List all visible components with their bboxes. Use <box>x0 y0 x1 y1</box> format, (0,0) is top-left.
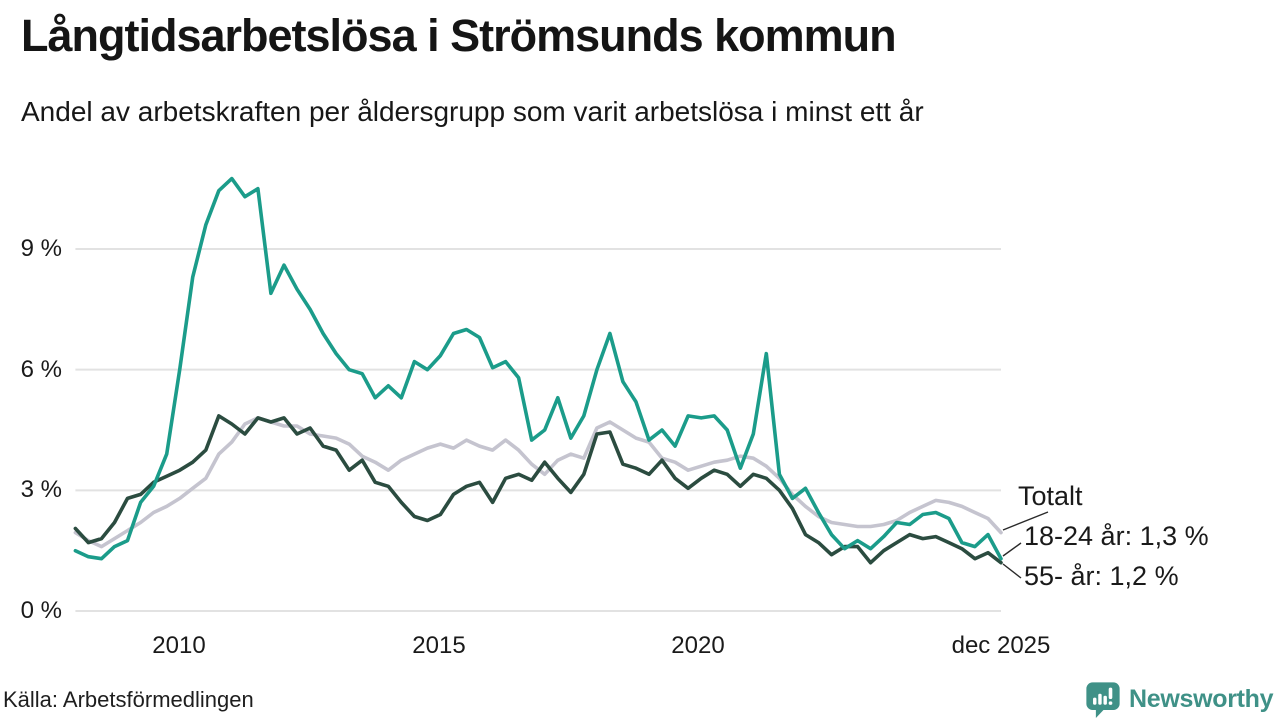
annotation-connector-18-24 <box>1002 542 1022 557</box>
annotation-connector-totalt <box>1002 511 1049 531</box>
series-55-line <box>73 414 1003 565</box>
brand-logo: Newsworthy <box>1084 680 1274 719</box>
x-axis-tick-dec-2025: dec 2025 <box>951 632 1051 659</box>
y-axis-tick-9: 9 % <box>20 235 62 262</box>
y-axis-tick-0: 0 % <box>20 597 62 624</box>
y-axis-tick-6: 6 % <box>20 356 62 383</box>
annotation-connector-55 <box>1002 563 1022 579</box>
newsworthy-icon <box>1086 682 1120 719</box>
gridlines <box>75 248 1001 612</box>
brand-name: Newsworthy <box>1129 685 1274 713</box>
annotation-18-24: 18-24 år: 1,3 % <box>1024 521 1209 551</box>
y-axis-tick-3: 3 % <box>20 476 62 503</box>
annotation-55: 55- år: 1,2 % <box>1024 561 1179 591</box>
x-axis-tick-2010: 2010 <box>152 632 206 659</box>
x-axis-tick-2020: 2020 <box>671 632 725 659</box>
page-subtitle: Andel av arbetskraften per åldersgrupp s… <box>21 96 924 127</box>
page-title: Långtidsarbetslösa i Strömsunds kommun <box>21 10 897 61</box>
x-axis-tick-2015: 2015 <box>412 632 466 659</box>
source-note: Källa: Arbetsförmedlingen <box>3 687 254 712</box>
series-18-24-line <box>73 176 1003 561</box>
annotation-totalt: Totalt <box>1018 481 1083 511</box>
